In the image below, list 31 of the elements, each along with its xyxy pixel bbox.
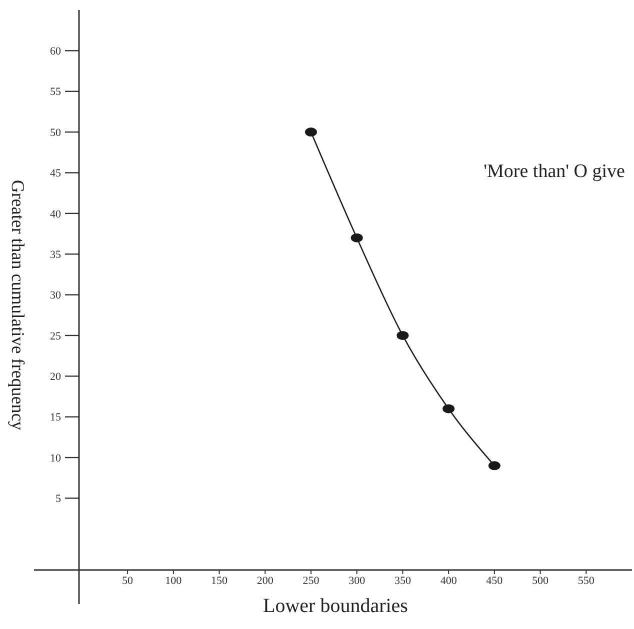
x-tick-label: 200 <box>256 575 274 587</box>
x-tick-label: 100 <box>165 575 182 587</box>
y-tick-label: 25 <box>50 330 62 342</box>
y-tick-label: 5 <box>56 493 62 506</box>
x-tick-label: 400 <box>440 575 458 587</box>
x-axis-title: Lower boundaries <box>263 595 408 617</box>
y-tick-label: 60 <box>50 46 62 58</box>
y-tick-label: 50 <box>50 126 62 139</box>
x-tick-label: 350 <box>394 575 412 587</box>
x-tick-label: 250 <box>302 575 320 587</box>
x-tick-label: 150 <box>211 575 228 587</box>
y-tick-label: 15 <box>50 412 62 424</box>
y-tick-label: 40 <box>50 208 62 220</box>
y-tick-label: 20 <box>50 371 62 384</box>
annotation: 'More than' O give <box>484 161 625 182</box>
y-tick-label: 10 <box>50 452 62 464</box>
y-tick-label: 45 <box>50 168 62 180</box>
point <box>442 404 455 414</box>
point <box>304 128 317 137</box>
x-tick-label: 500 <box>532 575 550 587</box>
point <box>488 461 500 470</box>
x-tick-label: 450 <box>486 575 504 587</box>
point <box>350 233 363 242</box>
x-tick-label: 300 <box>348 575 366 587</box>
y-tick-label: 35 <box>50 248 62 261</box>
x-tick-label: 550 <box>578 575 595 587</box>
y-axis-title: Greater than cumulative frequency <box>8 180 28 430</box>
y-tick-label: 30 <box>50 290 62 302</box>
point <box>396 330 409 340</box>
x-tick-label: 50 <box>122 575 134 587</box>
y-tick-label: 55 <box>50 86 62 98</box>
